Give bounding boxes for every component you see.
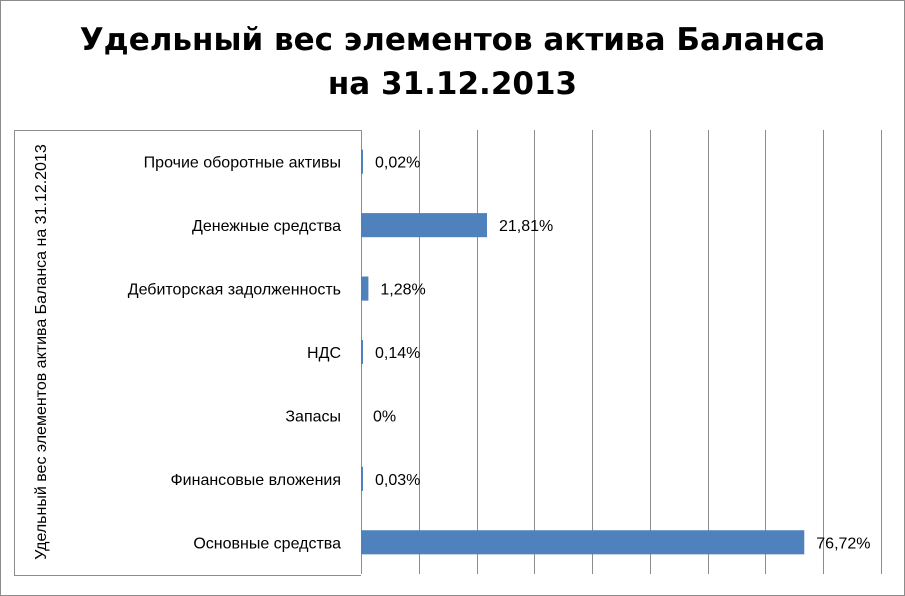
data-label-5: 0,03% — [375, 472, 420, 489]
category-labels: Прочие оборотные активы Денежные средства… — [128, 155, 341, 553]
data-label-4: 0% — [373, 408, 396, 425]
bar-3 — [361, 339, 363, 365]
axis-title-box — [14, 130, 361, 576]
data-labels: 0,02% 21,81% 1,28% 0,14% 0% 0,03% 76,72% — [373, 155, 871, 553]
chart-title-line-1: Удельный вес элементов актива Баланса — [79, 22, 826, 58]
chart-title: Удельный вес элементов актива Баланса на… — [0, 18, 905, 106]
bar-2 — [361, 276, 369, 301]
category-label-4: Запасы — [285, 408, 341, 425]
data-label-0: 0,02% — [375, 155, 420, 172]
category-label-6: Основные средства — [193, 535, 341, 552]
chart-title-line-2: на 31.12.2013 — [327, 66, 578, 102]
category-label-0: Прочие оборотные активы — [144, 155, 341, 172]
bar-5 — [361, 466, 363, 491]
data-label-3: 0,14% — [375, 345, 420, 362]
bars — [361, 149, 805, 555]
bar-1 — [361, 213, 488, 238]
category-label-1: Денежные средства — [192, 218, 341, 235]
gridlines — [361, 130, 882, 574]
data-label-1: 21,81% — [499, 218, 553, 235]
category-label-2: Дебиторская задолженность — [128, 282, 341, 299]
data-label-6: 76,72% — [816, 535, 870, 552]
data-label-2: 1,28% — [380, 282, 425, 299]
bar-0 — [361, 149, 363, 174]
category-label-5: Финансовые вложения — [171, 472, 342, 489]
category-label-3: НДС — [307, 345, 341, 362]
bar-6 — [361, 530, 805, 555]
